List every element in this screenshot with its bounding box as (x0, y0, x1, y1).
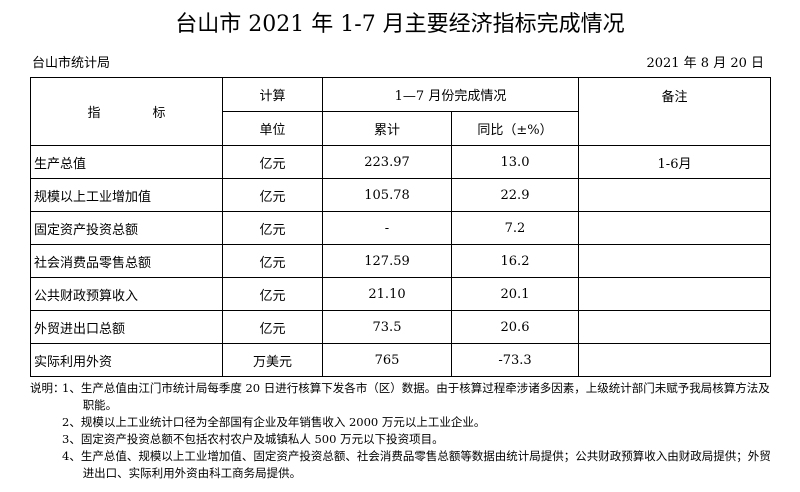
notes-label: 说明： (30, 381, 65, 395)
cell: 亿元 (222, 277, 323, 311)
header-row: 指 标 计算 1—7 月份完成情况 备注 (30, 77, 771, 146)
cell (578, 277, 771, 311)
cell: 7.2 (451, 211, 579, 245)
cell: 万美元 (222, 343, 323, 377)
data-table: 指 标 计算 1—7 月份完成情况 备注 单位 累计 同比（±%） 生产总值 亿元… (30, 77, 771, 377)
header-cell: 单位 (222, 111, 323, 146)
header-cell: 备注 (578, 77, 771, 146)
cell: 73.5 (322, 310, 452, 344)
note-item: 1、生产总值由江门市统计局每季度 20 日进行核算下发各市（区）数据。由于核算过… (62, 381, 770, 412)
cell: 1-6月 (578, 145, 771, 179)
data-row: 外贸进出口总额 亿元 73.5 20.6 (30, 310, 771, 344)
cell: 公共财政预算收入 (30, 277, 223, 311)
agency: 台山市统计局 (32, 56, 111, 71)
notes: 说明： 1、生产总值由江门市统计局每季度 20 日进行核算下发各市（区）数据。由… (30, 380, 775, 482)
cell: 亿元 (222, 310, 323, 344)
data-row: 生产总值 亿元 223.97 13.0 1-6月 (30, 145, 771, 179)
cell: 20.6 (451, 310, 579, 344)
note-item: 4、生产总值、规模以上工业增加值、固定资产投资总额、社会消费品零售总额等数据由统… (62, 449, 771, 480)
note-item: 3、固定资产投资总额不包括农村农户及城镇私人 500 万元以下投资项目。 (62, 432, 444, 446)
data-row: 实际利用外资 万美元 765 -73.3 (30, 343, 771, 377)
data-row: 规模以上工业增加值 亿元 105.78 22.9 (30, 178, 771, 212)
cell: 13.0 (451, 145, 579, 179)
cell: 亿元 (222, 211, 323, 245)
cell: 生产总值 (30, 145, 223, 179)
header-cell: 指 标 (30, 77, 223, 146)
cell (578, 343, 771, 377)
header-cell: 累计 (322, 111, 452, 146)
header-cell: 同比（±%） (451, 111, 579, 146)
cell: 亿元 (222, 178, 323, 212)
note-item: 2、规模以上工业统计口径为全部国有企业及年销售收入 2000 万元以上工业企业。 (62, 415, 486, 429)
cell (578, 244, 771, 278)
notes-list: 1、生产总值由江门市统计局每季度 20 日进行核算下发各市（区）数据。由于核算过… (30, 380, 775, 482)
cell: 实际利用外资 (30, 343, 223, 377)
data-row: 社会消费品零售总额 亿元 127.59 16.2 (30, 244, 771, 278)
cell: 亿元 (222, 145, 323, 179)
cell (578, 211, 771, 245)
cell: 固定资产投资总额 (30, 211, 223, 245)
header-cell: 1—7 月份完成情况 (322, 77, 579, 112)
cell: - (322, 211, 452, 245)
table-body: 指 标 计算 1—7 月份完成情况 备注 单位 累计 同比（±%） 生产总值 亿元… (30, 77, 771, 377)
cell: 20.1 (451, 277, 579, 311)
cell: 765 (322, 343, 452, 377)
cell: 社会消费品零售总额 (30, 244, 223, 278)
cell: 21.10 (322, 277, 452, 311)
cell (578, 310, 771, 344)
cell (578, 178, 771, 212)
cell: 16.2 (451, 244, 579, 278)
cell: 127.59 (322, 244, 452, 278)
cell: -73.3 (451, 343, 579, 377)
cell: 亿元 (222, 244, 323, 278)
cell: 105.78 (322, 178, 452, 212)
data-row: 公共财政预算收入 亿元 21.10 20.1 (30, 277, 771, 311)
header-row: 单位 累计 同比（±%） (31, 111, 771, 146)
date: 2021 年 8 月 20 日 (646, 56, 764, 71)
title: 台山市 2021 年 1-7 月主要经济指标完成情况 (175, 12, 625, 37)
cell: 规模以上工业增加值 (30, 178, 223, 212)
data-row: 固定资产投资总额 亿元 -7.2 (30, 211, 771, 245)
cell: 22.9 (451, 178, 579, 212)
cell: 外贸进出口总额 (30, 310, 223, 344)
cell: 223.97 (322, 145, 452, 179)
header-cell: 计算 (222, 77, 323, 112)
